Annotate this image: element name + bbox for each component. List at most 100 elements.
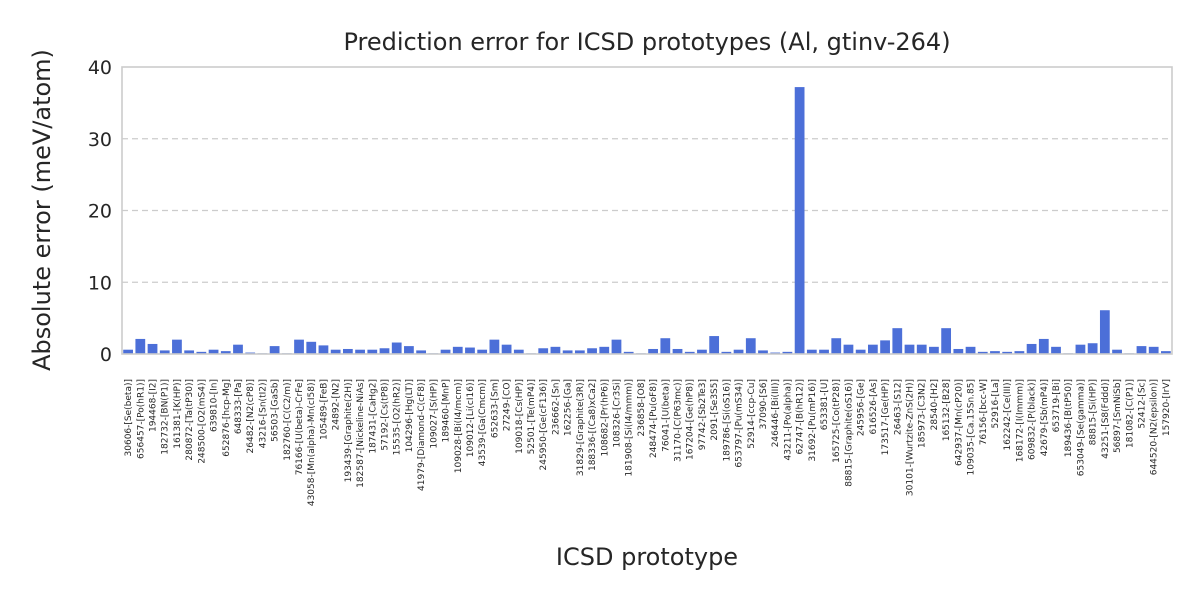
x-tick-label: 2091-[Se3S5] <box>710 379 720 441</box>
x-tick-label: 245956-[Ge] <box>857 379 867 436</box>
x-tick-label: 105489-[FeB] <box>319 379 329 440</box>
x-tick-label: 31692-[Pu(mP16)] <box>808 379 818 462</box>
x-tick-label: 167204-[Ge(hP8)] <box>686 379 696 460</box>
bar <box>697 349 707 354</box>
x-tick-label: 56503-[GaSb] <box>271 379 281 442</box>
bar <box>355 349 365 354</box>
x-tick-label: 639810-[In] <box>210 379 220 432</box>
x-tick-label: 189436-[B(tP50)] <box>1064 379 1074 457</box>
bar <box>342 348 353 354</box>
x-tick-label: 193439-[Graphite(2H)] <box>344 379 354 482</box>
x-tick-label: 189460-[MnP] <box>442 379 452 443</box>
bar <box>782 351 793 354</box>
bar <box>1026 343 1037 354</box>
bar <box>672 348 683 354</box>
x-tick-label: 43211-[Po(alpha)] <box>783 379 793 460</box>
bar <box>404 346 414 354</box>
bar <box>1051 346 1061 354</box>
bar <box>941 328 952 354</box>
bar <box>306 341 317 354</box>
bar <box>1136 346 1147 354</box>
bar <box>391 342 402 354</box>
bar <box>1112 349 1122 354</box>
bar <box>855 349 866 354</box>
x-tick-label: 173517-[Ge(HP)] <box>881 379 891 455</box>
x-axis-label: ICSD prototype <box>556 543 738 571</box>
x-tick-label: 168172-[I(Immm)] <box>1015 379 1025 462</box>
x-tick-label: 181082-[C(P1)] <box>1125 379 1135 448</box>
bar <box>623 351 634 354</box>
bar <box>379 348 390 354</box>
bar <box>1038 338 1049 354</box>
plot-frame <box>121 66 1173 355</box>
x-tick-label: 52916-[La] <box>991 379 1001 428</box>
x-tick-label: 76041-[U(beta)] <box>661 379 671 452</box>
x-tick-label: 182732-[BN(P1)] <box>161 379 171 455</box>
bar <box>550 346 561 354</box>
x-tick-label: 653381-[U] <box>820 379 830 430</box>
x-tick-label: 609832-[P(black)] <box>1028 379 1038 460</box>
bar <box>294 339 304 354</box>
bar <box>330 349 341 354</box>
bar <box>709 336 720 354</box>
x-tick-label: 280872-[Ta(tP30)] <box>185 379 195 461</box>
x-tick-label: 246446-[Bi(III)] <box>771 379 781 447</box>
bar <box>208 349 219 354</box>
x-tick-label: 31829-[Graphite(3R)] <box>576 379 586 476</box>
bar <box>1075 344 1086 354</box>
x-tick-label: 248474-[Pu(oF8)] <box>649 379 659 458</box>
x-tick-label: 109035-[Ca.15Sn.85] <box>967 379 977 475</box>
bar <box>233 344 243 354</box>
bar <box>965 346 976 354</box>
bar <box>562 350 573 354</box>
x-tick-label: 185973-[C3N2] <box>918 379 928 448</box>
bar <box>599 346 610 354</box>
x-tick-label: 109028-[Bi(I4/mcm)] <box>454 379 464 473</box>
y-tick-label: 0 <box>100 344 112 366</box>
x-tick-label: 108682-[Pr(hP6)] <box>600 379 610 456</box>
grid-lines <box>122 138 1172 283</box>
bar <box>880 340 890 354</box>
x-tick-label: 57192-[Cs(tP8)] <box>381 379 391 451</box>
x-tick-label: 41979-[Diamond-C(cF8)] <box>417 379 427 491</box>
x-tick-label: 188336-[(Ca8)xCa2] <box>588 379 598 471</box>
bar <box>1002 351 1013 354</box>
bar <box>843 344 854 354</box>
bar <box>758 350 768 354</box>
x-tick-label: 189786-[Si(oS16)] <box>722 379 732 462</box>
bar <box>929 346 939 354</box>
x-tick-label: 648333-[Pa] <box>234 379 244 434</box>
bar <box>648 348 658 354</box>
bar <box>184 350 195 354</box>
x-tick-label: 88815-[Graphite(oS16)] <box>844 379 854 487</box>
bar <box>269 346 280 354</box>
x-tick-label: 97742-[Sb2Te3] <box>698 379 708 450</box>
x-tick-label: 37090-[S6] <box>759 379 769 429</box>
x-tick-label: 56897-[SmNiSb] <box>1113 379 1123 453</box>
x-tick-label: 248500-[O2(mS4)] <box>197 379 207 464</box>
y-tick-label: 20 <box>88 201 112 223</box>
x-tick-label: 104296-[Hg(LT)] <box>405 379 415 452</box>
bar <box>990 351 1000 354</box>
x-tick-label: 656457-[Po(hR1)] <box>136 379 146 459</box>
y-tick-labels: 0 10 20 30 40 <box>88 57 112 366</box>
x-tick-label: 15535-[O2(hR2)] <box>393 379 403 455</box>
x-tick-label: 236662-[Sn] <box>551 379 561 435</box>
chart-title: Prediction error for ICSD prototypes (Al… <box>343 28 950 56</box>
x-tick-label: 43251-[S8(Fddd)] <box>1101 379 1111 459</box>
x-tick-label: 43539-[Ga(Cmcm)] <box>478 379 488 466</box>
y-tick-label: 30 <box>88 129 112 151</box>
bar <box>1087 343 1098 354</box>
x-tick-label: 109012-[Li(cI16)] <box>466 379 476 457</box>
x-tick-label: 76166-[U(beta)-CrFe] <box>295 379 305 475</box>
bar <box>489 339 500 354</box>
bar <box>1099 310 1110 354</box>
x-tick-label: 43216-[Sn(tI2)] <box>258 379 268 448</box>
x-tick-label: 24892-[N2] <box>332 379 342 430</box>
x-tick-label: 245950-[Ge(cF136)] <box>539 379 549 470</box>
x-tick-label: 108326-[Cr3Si] <box>612 379 622 448</box>
bar <box>159 350 170 354</box>
x-tick-label: 109018-[Cs(HP)] <box>515 379 525 454</box>
bar <box>794 87 805 354</box>
